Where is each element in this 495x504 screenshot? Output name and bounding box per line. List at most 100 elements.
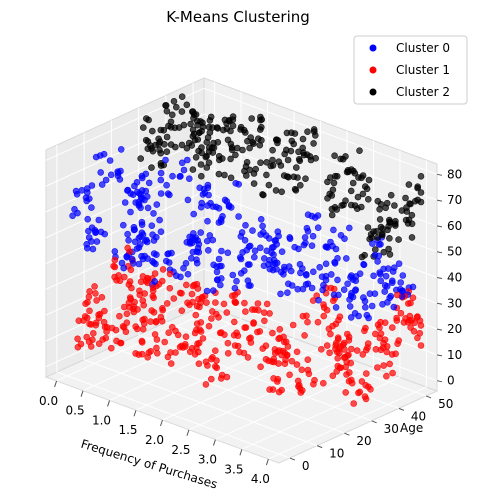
data-point (331, 152, 338, 159)
data-point (121, 303, 128, 311)
data-point (260, 309, 268, 317)
data-point (178, 307, 186, 315)
data-point (156, 216, 163, 224)
data-point (84, 244, 91, 252)
data-point (131, 238, 139, 246)
data-point (213, 268, 221, 276)
data-point (327, 330, 334, 338)
data-point (393, 314, 400, 322)
data-point (284, 156, 292, 164)
data-point (191, 329, 199, 337)
z-tick-mark (436, 328, 443, 331)
data-point (396, 285, 404, 293)
data-point (217, 281, 224, 289)
data-point (205, 159, 213, 166)
data-point (227, 127, 234, 135)
data-point (275, 232, 282, 240)
data-point (254, 300, 262, 307)
data-point (204, 237, 211, 245)
data-point (276, 325, 284, 333)
data-point (388, 324, 396, 331)
z-tick-mark (436, 251, 443, 254)
data-point (277, 290, 284, 298)
data-point (257, 113, 264, 121)
y-tick-label: 20 (356, 434, 371, 448)
data-point (302, 175, 309, 182)
data-point (376, 206, 383, 213)
data-point (342, 389, 350, 396)
data-point (333, 368, 341, 375)
data-point (394, 340, 401, 348)
data-point (118, 259, 126, 267)
data-point (382, 204, 390, 212)
data-point (402, 194, 409, 202)
data-point (250, 320, 257, 327)
x-tick-label: 3.5 (224, 462, 243, 476)
data-point (132, 199, 139, 206)
data-point (320, 301, 327, 308)
data-point (108, 344, 115, 352)
data-point (371, 251, 379, 259)
data-point (302, 281, 310, 288)
data-point (216, 329, 224, 337)
data-point (347, 187, 355, 195)
data-point (413, 313, 421, 321)
data-point (147, 318, 154, 325)
y-tick-mark (425, 395, 432, 399)
data-point (86, 288, 93, 295)
data-point (391, 222, 399, 229)
data-point (358, 174, 365, 182)
data-point (330, 179, 338, 187)
y-tick-mark (371, 420, 377, 424)
data-point (381, 288, 389, 295)
data-point (137, 155, 144, 162)
data-point (343, 371, 350, 378)
data-point (358, 253, 366, 261)
data-point (144, 279, 151, 287)
data-point (388, 351, 396, 358)
grid-line (135, 337, 295, 411)
data-point (144, 145, 152, 152)
data-point (184, 156, 191, 164)
data-point (332, 304, 340, 311)
data-point (316, 263, 324, 271)
legend-label: Cluster 1 (396, 63, 450, 77)
data-point (215, 255, 223, 263)
data-point (142, 136, 150, 144)
data-point (141, 196, 148, 204)
data-point (272, 187, 280, 194)
data-point (259, 191, 267, 199)
data-point (213, 310, 220, 318)
data-point (300, 151, 308, 159)
data-point (237, 123, 245, 131)
data-point (386, 218, 394, 226)
data-point (138, 218, 146, 226)
data-point (324, 195, 331, 202)
data-point (102, 176, 110, 184)
data-point (246, 242, 254, 250)
z-tick-label: 10 (447, 348, 462, 362)
data-point (158, 317, 166, 325)
data-point (183, 281, 190, 289)
data-point (409, 294, 417, 302)
data-point (282, 146, 290, 154)
data-point (244, 137, 251, 145)
data-point (295, 156, 303, 163)
data-point (411, 197, 419, 205)
data-point (257, 216, 265, 223)
data-point (366, 290, 374, 298)
grid-line (138, 334, 372, 422)
data-point (389, 369, 396, 377)
data-point (254, 135, 262, 142)
data-point (150, 210, 157, 217)
data-point (195, 147, 202, 155)
data-point (333, 206, 341, 213)
legend-marker (369, 88, 377, 96)
data-point (417, 322, 425, 329)
data-point (386, 251, 394, 258)
data-point (309, 268, 317, 276)
data-point (241, 267, 248, 275)
data-point (144, 204, 152, 212)
data-point (249, 306, 256, 313)
data-point (224, 249, 232, 257)
